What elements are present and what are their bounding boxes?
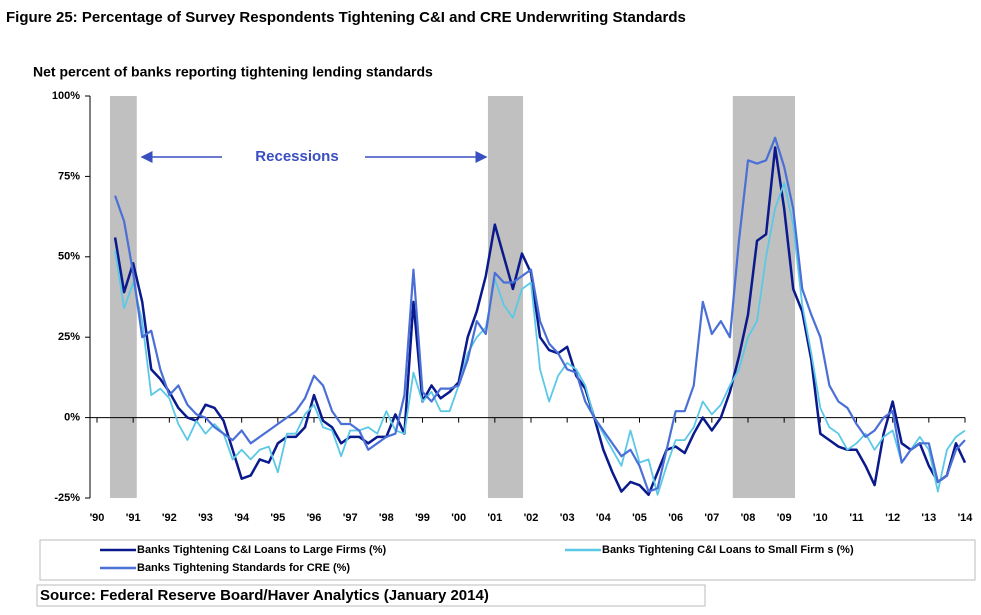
x-tick-label: '14 <box>958 512 974 524</box>
annotation: Recessions <box>255 148 338 165</box>
source: Source: Federal Reserve Board/Haver Anal… <box>40 587 489 604</box>
y-tick-label: 0% <box>64 412 80 424</box>
x-tick-label: '05 <box>632 512 647 524</box>
x-tick-label: '02 <box>524 512 539 524</box>
x-tick-label: '13 <box>921 512 936 524</box>
series-line <box>114 136 966 493</box>
y-tick-label: 50% <box>58 251 80 263</box>
x-tick-label: '12 <box>885 512 900 524</box>
x-tick-label: '91 <box>126 512 141 524</box>
legend-box <box>39 539 976 581</box>
x-tick-label: '94 <box>234 512 250 524</box>
x-tick-label: '06 <box>668 512 683 524</box>
x-tick-label: '08 <box>741 512 756 524</box>
recession-band <box>732 96 796 498</box>
x-tick-label: '04 <box>596 512 612 524</box>
series-line <box>114 181 966 496</box>
legend-label: Banks Tightening C&I Loans to Small Firm… <box>602 544 854 556</box>
x-tick-label: '10 <box>813 512 828 524</box>
x-tick-label: '96 <box>307 512 322 524</box>
y-tick-label: -25% <box>54 492 80 504</box>
x-tick-label: '11 <box>849 512 863 524</box>
series-line <box>113 146 967 497</box>
x-tick-label: '99 <box>415 512 430 524</box>
x-tick-label: '95 <box>270 512 285 524</box>
legend-label: Banks Tightening Standards for CRE (%) <box>137 562 350 574</box>
y-tick-label: 100% <box>52 90 80 102</box>
source-box <box>36 584 706 607</box>
x-tick-label: '01 <box>487 512 502 524</box>
y-axis-label: Net percent of banks reporting tightenin… <box>33 64 433 80</box>
x-tick-label: '93 <box>198 512 213 524</box>
y-tick-label: 25% <box>58 331 80 343</box>
recession-band <box>487 96 524 498</box>
x-tick-label: '92 <box>162 512 177 524</box>
x-tick-label: '98 <box>379 512 394 524</box>
x-tick-label: '03 <box>560 512 575 524</box>
x-tick-label: '97 <box>343 512 358 524</box>
y-tick-label: 75% <box>58 170 80 182</box>
x-tick-label: '07 <box>704 512 719 524</box>
x-tick-label: '90 <box>90 512 105 524</box>
chart-title: Figure 25: Percentage of Survey Responde… <box>6 9 686 26</box>
x-tick-label: '00 <box>451 512 466 524</box>
recession-band <box>110 96 137 498</box>
legend-label: Banks Tightening C&I Loans to Large Firm… <box>137 544 386 556</box>
x-tick-label: '09 <box>777 512 792 524</box>
